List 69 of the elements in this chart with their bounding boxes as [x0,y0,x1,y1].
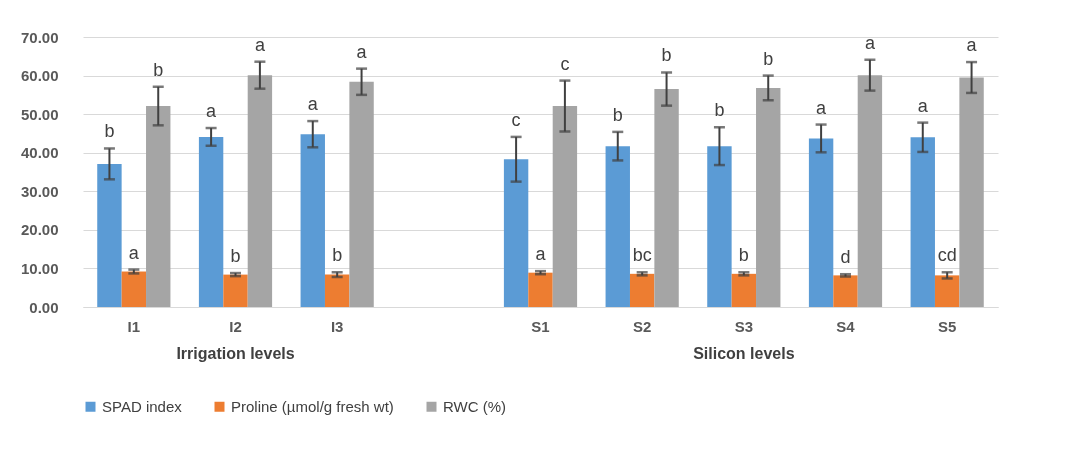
bar [97,163,122,307]
bar [121,271,147,307]
data-label: a [864,32,876,53]
data-label: b [332,245,343,266]
data-label: d [840,247,851,268]
data-label: a [535,244,547,265]
y-tick-label: 10.00 [20,259,59,277]
x-tick-label: I1 [127,317,141,335]
x-tick-label: S1 [531,317,550,335]
data-label: b [714,100,725,121]
y-tick-label: 0.00 [29,298,59,316]
text: Silicon levels [693,345,795,362]
bar [503,159,529,307]
data-label: a [917,95,929,116]
legend-label: Proline (µmol/g fresh wt) [231,397,394,415]
data-label: b [763,48,774,69]
data-label: a [128,242,140,263]
data-label: a [356,41,368,62]
data-label: b [661,45,672,66]
y-tick-label: 70.00 [20,28,59,46]
bar [654,89,679,307]
x-tick-label: S4 [836,317,856,335]
bar [833,275,858,307]
text: Irrigation levels [176,345,295,362]
y-tick-label: 20.00 [20,221,59,239]
x-tick-label: S3 [734,317,754,335]
data-label: a [966,35,978,56]
y-tick-label: 30.00 [20,182,59,200]
bar [223,274,248,307]
data-label: c [511,109,521,130]
bar [146,106,171,307]
bar [247,75,273,307]
bar [629,273,655,307]
y-tick-label: 40.00 [20,144,59,162]
data-label: a [254,34,266,55]
bar [198,136,224,307]
y-tick-label: 50.00 [20,105,59,123]
bar [934,275,960,307]
bar [808,138,834,307]
data-label: a [307,94,319,115]
data-label: c [560,53,570,74]
bar [300,134,325,307]
data-label: bc [632,245,652,266]
bar [605,146,630,307]
data-label: b [153,59,164,80]
data-label: a [206,101,218,122]
bar [349,81,374,307]
data-label: a [816,97,828,118]
bar [707,146,732,307]
x-tick-label: S5 [937,317,957,335]
bar [731,273,757,307]
data-label: b [738,245,749,266]
x-tick-label: I3 [330,317,344,335]
data-label: cd [937,245,957,266]
bar [324,274,350,307]
x-tick-label: S2 [632,317,652,335]
bar [959,77,984,307]
data-label: b [230,246,241,267]
x-tick-label: I2 [229,317,242,335]
bar [910,137,935,307]
bar [552,106,578,307]
bar [528,272,553,307]
bar [756,87,781,307]
data-label: b [104,121,115,142]
legend-label: RWC (%) [443,397,507,415]
bar [857,75,883,307]
legend-label: SPAD index [102,397,183,415]
data-label: b [612,104,623,125]
y-tick-label: 60.00 [20,67,59,85]
